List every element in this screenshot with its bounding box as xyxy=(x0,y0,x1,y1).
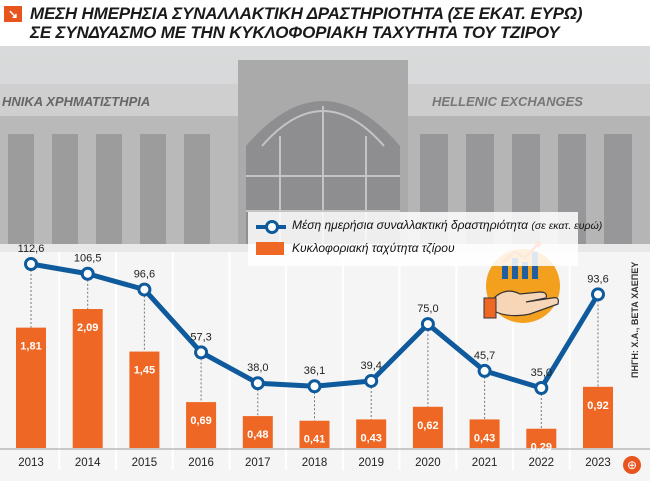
line-label-2014: 106,5 xyxy=(74,253,102,265)
logo-icon: ⊕ xyxy=(623,456,641,474)
bar-2017 xyxy=(242,416,273,448)
line-label-2023: 93,6 xyxy=(587,273,608,285)
legend-bar-label: Κυκλοφοριακή ταχύτητα τζίρου xyxy=(292,241,455,255)
bar-label-2014: 2,09 xyxy=(77,322,98,334)
bar-label-2015: 1,45 xyxy=(134,365,155,377)
legend-item-line: Μέση ημερήσια συναλλακτική δραστηριότητα… xyxy=(256,218,603,234)
line-point-2014 xyxy=(80,266,95,281)
line-point-2017 xyxy=(250,376,265,391)
line-point-2020 xyxy=(420,317,435,332)
legend-item-bar: Κυκλοφοριακή ταχύτητα τζίρου xyxy=(256,241,455,256)
bar-label-2017: 0,48 xyxy=(247,429,268,441)
x-tick-2021: 2021 xyxy=(472,457,498,469)
bar-label-2020: 0,62 xyxy=(417,420,438,432)
line-label-2016: 57,3 xyxy=(190,331,211,343)
x-tick-2016: 2016 xyxy=(188,457,214,469)
bar-2019 xyxy=(356,419,387,448)
line-label-2015: 96,6 xyxy=(134,269,155,281)
growth-chart-hand-icon xyxy=(483,241,560,323)
chart-title-line-1: ΜΕΣΗ ΗΜΕΡΗΣΙΑ ΣΥΝΑΛΛΑΚΤΙΚΗ ΔΡΑΣΤΗΡΙΟΤΗΤΑ… xyxy=(30,4,583,23)
x-tick-2019: 2019 xyxy=(358,457,384,469)
x-tick-2013: 2013 xyxy=(18,457,44,469)
arrow-icon: ↘ xyxy=(4,6,22,22)
bar-label-2018: 0,41 xyxy=(304,434,325,446)
bar-label-2021: 0,43 xyxy=(474,432,495,444)
bar-2018 xyxy=(299,420,330,448)
line-point-2013 xyxy=(24,257,38,271)
bar-2016 xyxy=(186,402,217,448)
x-tick-2015: 2015 xyxy=(132,457,158,469)
bar-2021 xyxy=(469,419,500,448)
line-point-2021 xyxy=(477,363,492,378)
chart-title-line-2: ΣΕ ΣΥΝΔΥΑΣΜΟ ΜΕ ΤΗΝ ΚΥΚΛΟΦΟΡΙΑΚΗ ΤΑΧΥΤΗΤ… xyxy=(30,23,560,42)
bar-2014 xyxy=(72,309,103,448)
bar-2015 xyxy=(129,351,160,448)
line-point-2023 xyxy=(591,287,605,302)
bar-label-2013: 1,81 xyxy=(20,341,41,353)
line-label-2021: 45,7 xyxy=(474,350,495,362)
bar-2023 xyxy=(583,386,613,448)
bar-2022 xyxy=(526,428,557,448)
line-label-2022: 35,0 xyxy=(531,367,552,379)
line-label-2018: 36,1 xyxy=(304,365,325,377)
line-label-2020: 75,0 xyxy=(417,303,438,315)
legend: Μέση ημερήσια συναλλακτική δραστηριότητα… xyxy=(248,212,602,266)
bar-label-2016: 0,69 xyxy=(190,415,211,427)
bar-label-2022: 0,29 xyxy=(531,442,552,454)
line-point-2016 xyxy=(194,345,209,360)
x-tick-2018: 2018 xyxy=(302,457,328,469)
line-marker-icon xyxy=(256,219,286,234)
legend-line-unit: (σε εκατ. ευρώ) xyxy=(531,220,603,232)
x-tick-2022: 2022 xyxy=(529,457,555,469)
bar-2013 xyxy=(16,327,46,448)
bar-swatch-icon xyxy=(256,242,284,256)
background-sign-left: ΗΝΙΚΑ ΧΡΗΜΑΤΙΣΤΗΡΙΑ xyxy=(2,94,150,109)
bar-label-2019: 0,43 xyxy=(360,432,381,444)
x-tick-2020: 2020 xyxy=(415,457,441,469)
line-point-2015 xyxy=(137,282,152,297)
line-label-2013: 112,6 xyxy=(18,243,45,255)
line-point-2018 xyxy=(307,379,322,394)
bar-label-2023: 0,92 xyxy=(587,400,608,412)
source-note: ΠΗΓΗ: Χ.Α., ΒΕΤΑ ΧΑΕΠΕΥ xyxy=(630,261,640,378)
legend-line-label: Μέση ημερήσια συναλλακτική δραστηριότητα xyxy=(292,218,528,232)
line-label-2019: 39,4 xyxy=(360,360,381,372)
line-point-2019 xyxy=(364,373,379,388)
line-label-2017: 38,0 xyxy=(247,362,268,374)
bar-2020 xyxy=(412,406,443,448)
background-sign-right: HELLENIC EXCHANGES xyxy=(432,94,583,109)
line-point-2022 xyxy=(534,381,549,395)
x-tick-2023: 2023 xyxy=(585,457,611,469)
x-tick-2017: 2017 xyxy=(245,457,271,469)
x-tick-2014: 2014 xyxy=(75,457,101,469)
